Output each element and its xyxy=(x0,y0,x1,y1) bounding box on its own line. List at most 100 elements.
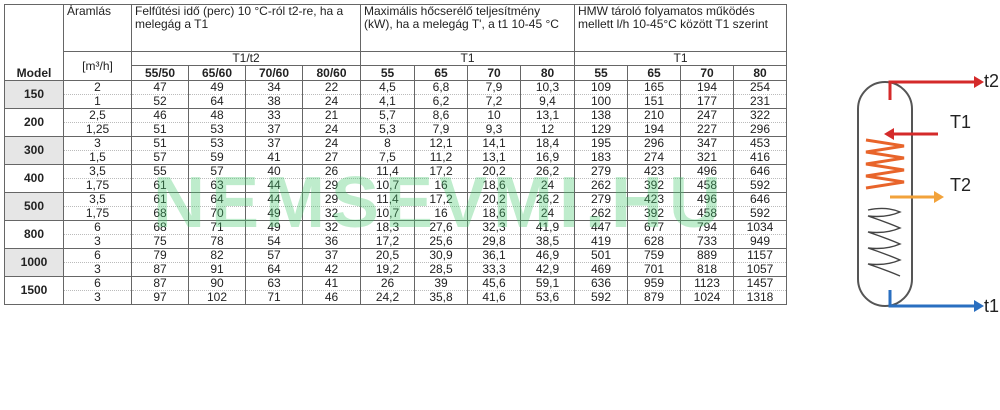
value-cell: 32,3 xyxy=(467,220,521,235)
value-cell: 30,9 xyxy=(414,248,468,263)
value-cell: 82 xyxy=(188,248,246,263)
value-cell: 87 xyxy=(131,276,189,291)
value-cell: 7,2 xyxy=(467,94,521,109)
value-cell: 87 xyxy=(131,262,189,277)
value-cell: 628 xyxy=(627,234,681,249)
value-cell: 42 xyxy=(302,262,361,277)
table-row: 1,25 51 53 37 24 5,3 7,9 9,3 12 129 194 227 296 xyxy=(5,122,787,137)
value-cell: 262 xyxy=(574,178,628,193)
value-cell: 889 xyxy=(680,248,734,263)
value-cell: 274 xyxy=(627,150,681,165)
value-cell: 183 xyxy=(574,150,628,165)
flow-cell: 3 xyxy=(63,262,132,277)
value-cell: 48 xyxy=(188,108,246,123)
value-cell: 47 xyxy=(131,80,189,95)
value-cell: 129 xyxy=(574,122,628,137)
header-row-3: 55/50 65/60 70/60 80/60 55 65 70 80 55 6… xyxy=(5,65,787,81)
value-cell: 38,5 xyxy=(520,234,575,249)
value-cell: 8,6 xyxy=(414,108,468,123)
cold-inlet-pipe xyxy=(888,290,980,308)
value-cell: 102 xyxy=(188,290,246,305)
value-cell: 68 xyxy=(131,206,189,221)
value-cell: 496 xyxy=(680,164,734,179)
model-cell: 300 xyxy=(4,136,64,165)
value-cell: 247 xyxy=(680,108,734,123)
value-cell: 231 xyxy=(733,94,787,109)
value-cell: 20,2 xyxy=(467,164,521,179)
value-cell: 254 xyxy=(733,80,787,95)
value-cell: 1457 xyxy=(733,276,787,291)
flow-cell: 6 xyxy=(63,276,132,291)
label-t1-inlet: t1 xyxy=(984,296,999,316)
value-cell: 41 xyxy=(245,150,303,165)
value-cell: 4,5 xyxy=(360,80,415,95)
value-cell: 8 xyxy=(360,136,415,151)
value-cell: 151 xyxy=(627,94,681,109)
value-cell: 296 xyxy=(733,122,787,137)
value-cell: 24,2 xyxy=(360,290,415,305)
flow-cell: 1,5 xyxy=(63,150,132,165)
hot-outlet-arrow-icon xyxy=(974,76,984,88)
value-cell: 41 xyxy=(302,276,361,291)
value-cell: 12,1 xyxy=(414,136,468,151)
value-cell: 646 xyxy=(733,192,787,207)
value-cell: 40 xyxy=(245,164,303,179)
value-cell: 63 xyxy=(245,276,303,291)
model-cell: 500 xyxy=(4,192,64,221)
flow-cell: 2,5 xyxy=(63,108,132,123)
flow-cell: 3 xyxy=(63,136,132,151)
value-cell: 52 xyxy=(131,94,189,109)
col-header: 55 xyxy=(360,65,415,81)
value-cell: 33,3 xyxy=(467,262,521,277)
table-row: 1,75 68 70 49 32 10,7 16 18,6 24 262 392 458 592 xyxy=(5,206,787,221)
col-header: 55 xyxy=(574,65,628,81)
value-cell: 53 xyxy=(188,136,246,151)
header-row-1: Model Áramlás Felfűtési idő (perc) 10 °C… xyxy=(4,4,787,81)
value-cell: 38 xyxy=(245,94,303,109)
col-header: 55/50 xyxy=(131,65,189,81)
t2-outlet-arrow-icon xyxy=(934,191,944,203)
value-cell: 100 xyxy=(574,94,628,109)
value-cell: 701 xyxy=(627,262,681,277)
value-cell: 68 xyxy=(131,220,189,235)
value-cell: 12 xyxy=(520,122,575,137)
value-cell: 10,7 xyxy=(360,178,415,193)
value-cell: 34 xyxy=(245,80,303,95)
value-cell: 79 xyxy=(131,248,189,263)
value-cell: 138 xyxy=(574,108,628,123)
value-cell: 794 xyxy=(680,220,734,235)
value-cell: 1123 xyxy=(680,276,734,291)
value-cell: 296 xyxy=(627,136,681,151)
value-cell: 18,6 xyxy=(467,178,521,193)
value-cell: 71 xyxy=(245,290,303,305)
value-cell: 37 xyxy=(245,122,303,137)
value-cell: 6,8 xyxy=(414,80,468,95)
table-row: 3 97 102 71 46 24,2 35,8 41,6 53,6 592 879 1024 1318 xyxy=(5,290,787,305)
value-cell: 24 xyxy=(302,94,361,109)
value-cell: 733 xyxy=(680,234,734,249)
value-cell: 321 xyxy=(680,150,734,165)
value-cell: 210 xyxy=(627,108,681,123)
value-cell: 17,2 xyxy=(414,164,468,179)
table-row: 500 3,5 61 64 44 29 11,4 17,2 20,2 26,2 279 423 496 6… xyxy=(4,192,787,221)
value-cell: 91 xyxy=(188,262,246,277)
flow-cell: 3 xyxy=(63,234,132,249)
flow-cell: 6 xyxy=(63,220,132,235)
value-cell: 227 xyxy=(680,122,734,137)
value-cell: 49 xyxy=(188,80,246,95)
model-cell: 1000 xyxy=(4,248,64,277)
table-row: 150 2 47 49 34 22 4,5 6,8 7,9 10,3 109 165 194 254 xyxy=(4,80,787,109)
value-cell: 45,6 xyxy=(467,276,521,291)
value-cell: 20,2 xyxy=(467,192,521,207)
header-row-2: [m³/h] T1/t2 T1 T1 xyxy=(5,51,787,81)
flow-cell: 1,75 xyxy=(63,206,132,221)
model-cell: 800 xyxy=(4,220,64,249)
value-cell: 879 xyxy=(627,290,681,305)
value-cell: 9,3 xyxy=(467,122,521,137)
value-cell: 16 xyxy=(414,178,468,193)
value-cell: 97 xyxy=(131,290,189,305)
value-cell: 70 xyxy=(188,206,246,221)
value-cell: 46 xyxy=(131,108,189,123)
value-cell: 7,5 xyxy=(360,150,415,165)
cold-inlet-arrow-icon xyxy=(974,300,984,312)
